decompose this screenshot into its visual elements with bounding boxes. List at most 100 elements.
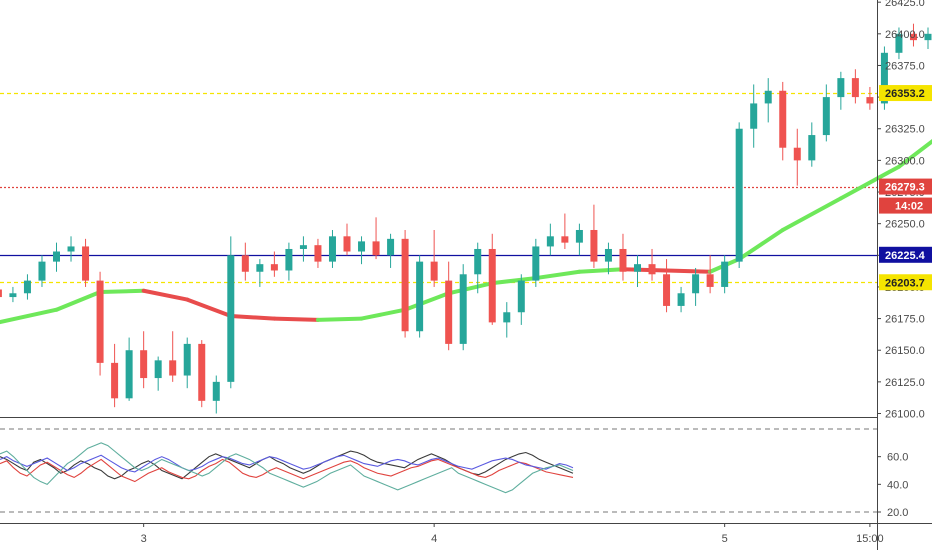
candle-body	[198, 343, 206, 401]
oscillator-tick-label: 20.0	[887, 507, 908, 519]
candle-body	[241, 255, 249, 272]
price-level-badge-text: 26279.3	[885, 182, 925, 194]
moving-average-segment	[838, 164, 901, 201]
oscillator-panel	[0, 417, 932, 524]
candle-body	[750, 103, 758, 129]
price-level-badge	[879, 85, 932, 102]
moving-average-segment	[403, 291, 451, 312]
candle-body	[517, 280, 525, 313]
candle-body	[880, 52, 888, 104]
candle-body	[532, 246, 540, 281]
moving-average	[0, 138, 932, 325]
time-tick-label: 3	[141, 533, 147, 545]
candle-body	[546, 236, 554, 247]
candle-body	[924, 33, 932, 41]
candle-body	[82, 246, 90, 281]
moving-average-segment	[185, 297, 233, 319]
price-tick-label: 26250.0	[885, 219, 925, 231]
price-tick-label: 26400.0	[885, 29, 925, 41]
price-tick-label: 26100.0	[885, 409, 925, 421]
candle-body	[111, 362, 119, 399]
candle-body	[140, 350, 148, 379]
candle-body	[358, 241, 366, 252]
candle-body	[764, 90, 772, 104]
candle-body	[619, 248, 627, 272]
moving-average-segment	[315, 316, 364, 322]
moving-average-segment	[780, 196, 843, 232]
candle-body	[735, 128, 743, 262]
price-tick-label: 26175.0	[885, 314, 925, 326]
candle-body	[343, 236, 351, 252]
candle-body	[590, 229, 598, 262]
candle-body	[692, 274, 700, 294]
moving-average-segment	[446, 281, 495, 296]
candle-body	[227, 255, 235, 382]
candle-body	[488, 248, 496, 323]
candle-body	[416, 261, 424, 332]
time-tick-label: 15:00	[856, 533, 884, 545]
candle-body	[387, 238, 395, 256]
candle-body	[0, 289, 2, 298]
candle-body	[648, 264, 656, 275]
oscillator-tick-label: 60.0	[887, 452, 908, 464]
price-level-badge	[879, 246, 932, 263]
candle-body	[372, 241, 380, 256]
price-axis-labels: 26353.2 26279.3 26225.4 26203.7 14:02	[879, 85, 932, 291]
candle-body	[183, 343, 191, 376]
candle-body	[256, 264, 264, 272]
candle-body	[604, 248, 612, 262]
candle-body	[459, 274, 467, 344]
price-level-badge	[879, 178, 932, 195]
countdown-badge-text: 14:02	[895, 201, 923, 213]
candle-body	[96, 280, 104, 363]
price-level-badge	[879, 274, 932, 291]
candle-body	[314, 245, 322, 262]
candle-body	[212, 381, 220, 401]
countdown-badge	[879, 197, 932, 214]
candle-body	[154, 360, 162, 379]
candle-body	[270, 264, 278, 271]
moving-average-segment	[272, 316, 320, 322]
candle-body	[503, 312, 511, 323]
moving-average-segment	[896, 138, 932, 169]
price-tick-label: 26300.0	[885, 155, 925, 167]
candle-body	[706, 274, 714, 287]
candle-body	[575, 229, 583, 243]
price-level-badge-text: 26225.4	[885, 250, 926, 262]
oscillator-series-line	[0, 450, 574, 480]
candle-body	[285, 248, 293, 271]
candle-body	[401, 238, 409, 332]
price-tick-label: 26325.0	[885, 124, 925, 136]
moving-average-segment	[359, 307, 408, 321]
moving-average-segment	[577, 267, 625, 274]
moving-average-segment	[141, 288, 190, 302]
candle-body	[779, 90, 787, 148]
candle-body	[23, 280, 31, 294]
candle-body	[837, 78, 845, 98]
candle-body	[677, 293, 685, 306]
price-tick-label: 26125.0	[885, 377, 925, 389]
price-level-badge-text: 26353.2	[885, 88, 925, 100]
time-tick-label: 4	[431, 533, 437, 545]
moving-average-segment	[228, 314, 277, 321]
oscillator-series-line	[0, 454, 574, 473]
price-tick-label: 26375.0	[885, 60, 925, 72]
candle-body	[169, 360, 177, 376]
moving-average-segment	[533, 269, 582, 281]
candle-body	[822, 97, 830, 136]
time-tick-label: 5	[722, 533, 728, 545]
candles	[0, 23, 932, 414]
candle-body	[561, 236, 569, 243]
price-tick-label: 26150.0	[885, 345, 925, 357]
moving-average-segment	[620, 267, 669, 273]
moving-average-segment	[98, 288, 146, 295]
candle-body	[866, 97, 874, 104]
candle-body	[793, 147, 801, 161]
candle-body	[53, 251, 60, 262]
candle-body	[38, 261, 46, 281]
moving-average-segment	[737, 227, 785, 262]
candle-body	[299, 245, 307, 249]
